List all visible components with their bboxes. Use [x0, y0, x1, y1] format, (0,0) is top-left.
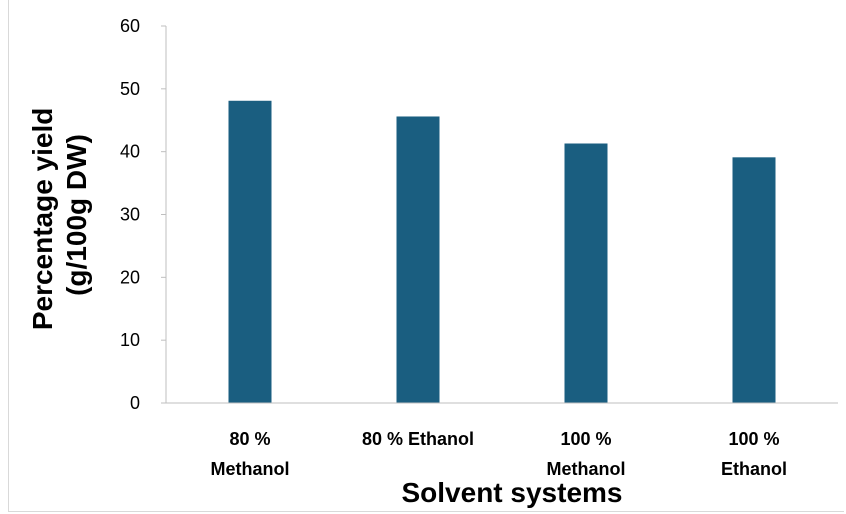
- y-axis-title-line-1: Percentage yield: [27, 108, 58, 331]
- y-tick-label: 60: [120, 16, 140, 36]
- y-axis-ticks: 0 10 20 30 40 50 60: [120, 16, 166, 413]
- y-tick-label: 50: [120, 79, 140, 99]
- bar: [732, 157, 776, 403]
- y-tick-label: 30: [120, 205, 140, 225]
- x-category-label: 80 % Ethanol: [362, 429, 474, 449]
- x-axis-title: Solvent systems: [402, 477, 623, 508]
- x-category-label: 100 % Methanol: [547, 429, 626, 479]
- x-axis-labels: 80 % Methanol 80 % Ethanol 100 % Methanol 100…: [211, 429, 788, 479]
- bar: [228, 100, 272, 403]
- bars: [228, 100, 776, 403]
- x-category-label: 80 % Methanol: [211, 429, 290, 479]
- y-tick-label: 20: [120, 267, 140, 287]
- y-tick-label: 40: [120, 142, 140, 162]
- chart-frame: [8, 0, 844, 512]
- x-category-label: 100 % Ethanol: [721, 429, 787, 479]
- bar: [564, 143, 608, 403]
- y-tick-label: 10: [120, 330, 140, 350]
- y-axis-title: Percentage yield (g/100g DW): [27, 100, 92, 331]
- y-tick-label: 0: [130, 393, 140, 413]
- y-axis-title-line-2: (g/100g DW): [61, 134, 92, 296]
- svg-text:Percentage yield (g/100g: Percentage yield (g/100g DW): [27, 100, 92, 330]
- bar: [396, 116, 440, 403]
